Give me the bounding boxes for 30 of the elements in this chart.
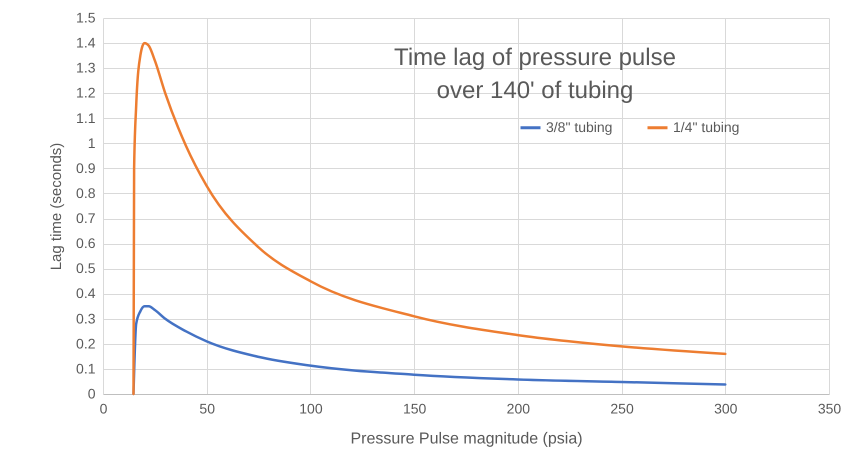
y-tick-label: 0.7 (76, 210, 96, 226)
x-tick-label: 250 (610, 400, 634, 416)
x-tick-label: 350 (818, 400, 842, 416)
x-tick-label: 50 (199, 400, 216, 416)
x-axis-title: Pressure Pulse magnitude (psia) (350, 430, 583, 448)
x-tick-label: 150 (402, 400, 427, 416)
x-tick-label: 200 (506, 400, 530, 416)
y-tick-label: 0.2 (76, 335, 96, 352)
y-tick-label: 1.5 (76, 10, 96, 26)
y-tick-label: 1.3 (76, 60, 96, 76)
y-tick-label: 0.3 (76, 310, 96, 326)
legend-label: 1/4" tubing (673, 118, 740, 135)
y-tick-label: 1.4 (76, 34, 96, 51)
x-tick-label: 0 (100, 400, 108, 416)
line-series (132, 305, 727, 396)
y-tick-label: 0.6 (76, 235, 96, 252)
y-tick-label: 0.1 (76, 360, 96, 376)
y-tick-label: 0.4 (76, 285, 96, 302)
x-tick-label: 300 (714, 400, 738, 416)
y-tick-label: 0.8 (76, 184, 96, 201)
y-tick-label: 1.1 (76, 110, 96, 126)
y-tick-label: 0.5 (76, 260, 96, 276)
y-tick-label: 1 (88, 134, 96, 151)
text: Time lag of pressure pulse over 140' of tubing (394, 44, 676, 104)
legend-label: 3/8" tubing (546, 118, 612, 135)
y-axis-title: Lag time (seconds) (48, 142, 66, 270)
x-tick-label: 100 (299, 400, 323, 416)
y-tick-label: 0.9 (76, 160, 96, 176)
y-tick-label: 1.2 (76, 84, 96, 101)
y-tick-label: 0 (88, 386, 96, 402)
